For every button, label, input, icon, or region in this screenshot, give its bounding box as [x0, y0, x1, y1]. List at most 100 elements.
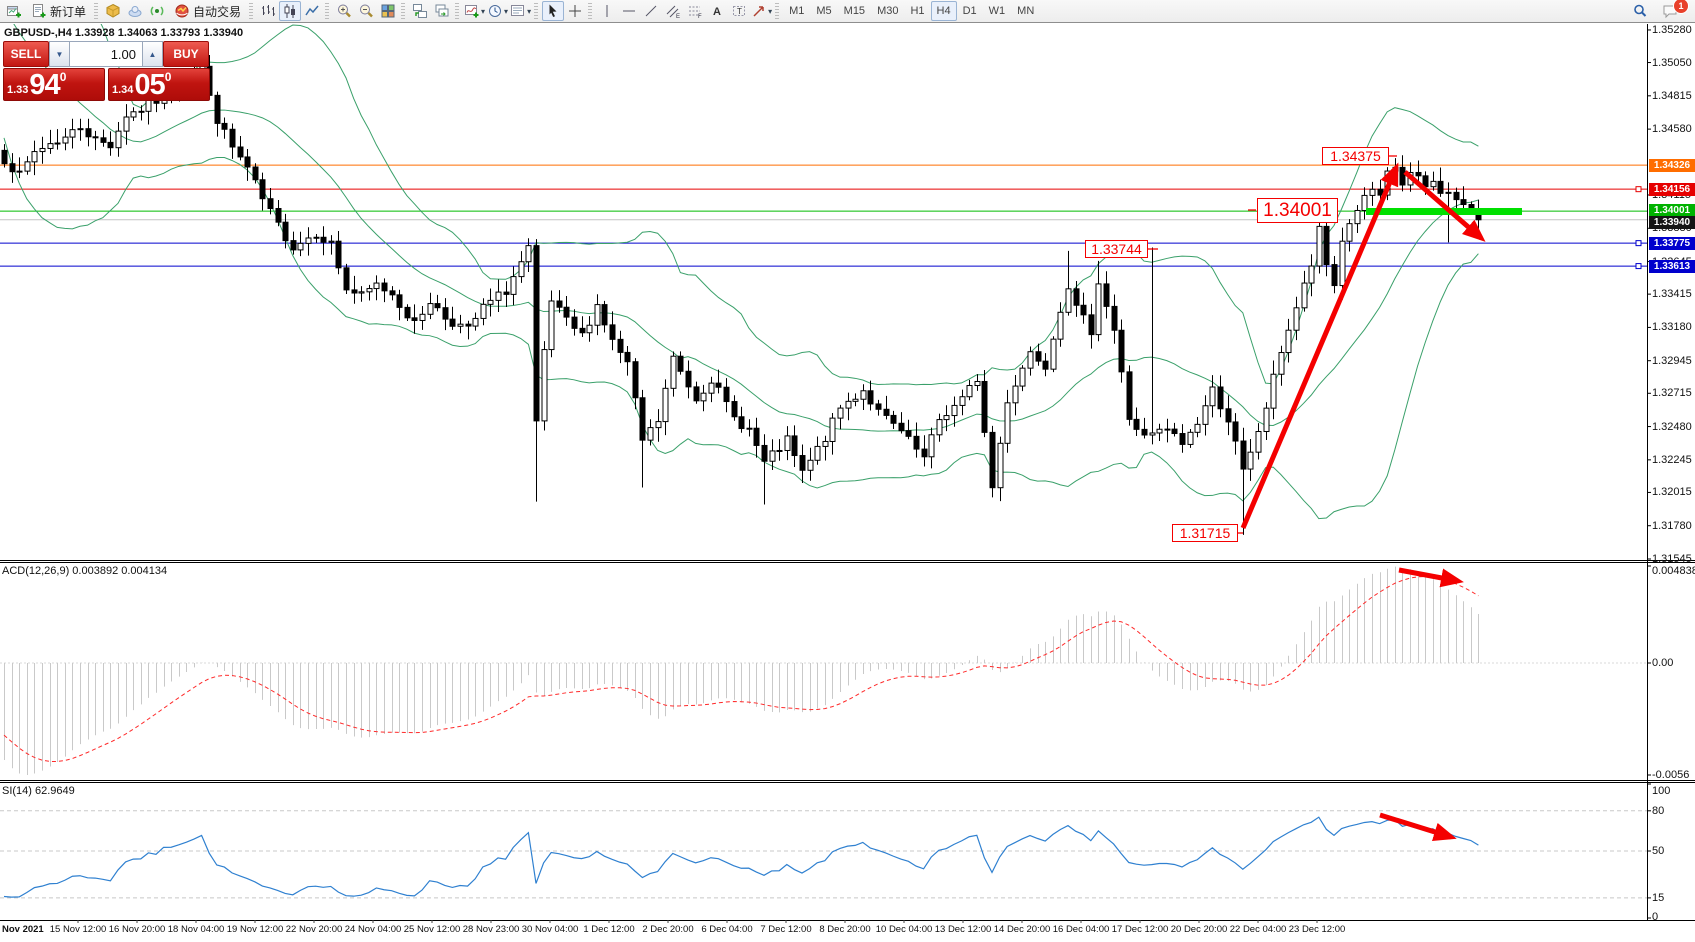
chart-area[interactable]: 1.35280 1.35050 1.34815 1.34580 1.34115 1.338… [0, 23, 1695, 942]
rsi-panel [0, 810, 1647, 899]
zoom-in-icon [338, 4, 351, 18]
toolbar-grip [249, 3, 254, 19]
tf-mn-button[interactable]: MN [1017, 5, 1035, 17]
crosshair-button[interactable] [564, 1, 586, 21]
search-button[interactable] [1629, 1, 1651, 21]
periods-button[interactable]: ▾ [486, 1, 509, 21]
bollinger-bands [3, 24, 1479, 520]
candlestick-series [1, 54, 1482, 535]
notifications-button[interactable]: 1 [1659, 0, 1689, 21]
macd-label: ACD(12,26,9) 0.003892 0.004134 [2, 565, 168, 577]
toolbar-grip [401, 3, 406, 19]
horizontal-line-button[interactable] [618, 1, 640, 21]
line-handle[interactable] [1635, 240, 1642, 247]
tf-h1-button[interactable]: H1 [910, 5, 925, 17]
community-button[interactable] [124, 1, 146, 21]
sell-price-tile[interactable]: 1.33 94 0 [3, 68, 105, 101]
chart-canvas[interactable] [0, 23, 1695, 942]
tf-w1-button[interactable]: W1 [988, 5, 1006, 17]
toolbar-grip [588, 3, 593, 19]
buy-price-pip: 0 [164, 70, 172, 84]
new-order-icon [33, 4, 46, 18]
chart-bars-button[interactable] [257, 1, 279, 21]
tf-d1-button[interactable]: D1 [962, 5, 977, 17]
new-chart-button[interactable] [3, 1, 25, 21]
search-icon [1634, 4, 1647, 17]
horizontal-line-icon [623, 10, 636, 12]
svg-text:E: E [676, 14, 680, 19]
add-indicator-button[interactable]: ▾ [463, 1, 486, 21]
volume-increase-button[interactable]: ▲ [142, 41, 163, 67]
chevron-down-icon: ▾ [481, 6, 486, 16]
market-icon [106, 3, 120, 18]
cursor-button[interactable] [542, 1, 565, 21]
sell-price-pip: 0 [59, 70, 67, 84]
zoom-in-button[interactable] [333, 1, 355, 21]
chart-line-icon [305, 5, 319, 16]
toolbar: 新订单 自动交易 ▾ ▾ ▾ E F A T ▾ M1 M5 M [0, 0, 1695, 23]
svg-text:T: T [737, 7, 742, 16]
vertical-line-button[interactable] [596, 1, 618, 21]
equidistant-channel-button[interactable]: E [662, 1, 684, 21]
text-icon: A [713, 6, 721, 18]
clock-icon [489, 5, 502, 17]
arrange-charts-icon [413, 4, 428, 18]
line-handle[interactable] [1635, 263, 1642, 270]
tf-m5-button[interactable]: M5 [816, 5, 832, 17]
trendline-button[interactable] [640, 1, 662, 21]
svg-text:F: F [698, 14, 702, 19]
shapes-button[interactable]: ▾ [750, 1, 773, 21]
buy-price-tile[interactable]: 1.34 05 0 [108, 68, 210, 101]
cascade-charts-button[interactable] [431, 1, 453, 21]
tile-windows-button[interactable] [377, 1, 399, 21]
arrange-charts-button[interactable] [409, 1, 431, 21]
triangle-down-icon: ▼ [55, 49, 64, 59]
toolbar-grip [325, 3, 330, 19]
tf-m1-button[interactable]: M1 [789, 5, 805, 17]
cascade-charts-icon [435, 4, 449, 17]
templates-button[interactable]: ▾ [509, 1, 532, 21]
buy-button[interactable]: BUY [163, 41, 209, 67]
rsi-label: SI(14) 62.9649 [2, 785, 75, 797]
text-button[interactable]: A [706, 1, 728, 21]
new-chart-icon [7, 6, 21, 18]
autotrading-icon [175, 4, 189, 18]
macd-panel [0, 566, 1647, 775]
equidistant-channel-icon: E [666, 5, 680, 19]
tile-windows-icon [381, 4, 395, 18]
fibonacci-button[interactable]: F [684, 1, 706, 21]
tf-m15-button[interactable]: M15 [843, 5, 866, 17]
autotrading-label: 自动交易 [193, 4, 242, 19]
chevron-down-icon: ▾ [527, 6, 532, 16]
volume-input[interactable]: 1.00 [70, 41, 142, 67]
market-button[interactable] [102, 1, 124, 21]
chevron-down-icon: ▾ [504, 6, 509, 16]
toolbar-grip [534, 3, 539, 19]
cursor-icon [549, 4, 557, 17]
tf-h4-button[interactable]: H4 [930, 1, 957, 21]
highlight-green-bar[interactable] [1366, 208, 1522, 215]
chart-bars-icon [262, 5, 276, 16]
toolbar-grip [455, 3, 460, 19]
one-click-trading-panel: SELL ▼ 1.00 ▲ BUY 1.33 94 0 1.34 05 0 [3, 41, 210, 101]
vertical-line-icon [606, 5, 608, 17]
buy-price-prefix: 1.34 [112, 84, 134, 96]
panel-frame [0, 24, 1695, 923]
crosshair-icon [569, 5, 582, 17]
sell-button[interactable]: SELL [3, 41, 49, 67]
zoom-out-button[interactable] [355, 1, 377, 21]
new-order-button[interactable]: 新订单 [25, 1, 92, 21]
text-label-button[interactable]: T [728, 1, 750, 21]
signals-button[interactable] [146, 1, 168, 21]
chart-header: GBPUSD-,H4 1.33928 1.34063 1.33793 1.339… [4, 27, 244, 39]
chart-line-button[interactable] [301, 1, 323, 21]
trend-arrows[interactable] [1148, 155, 1486, 842]
tf-m30-button[interactable]: M30 [877, 5, 899, 17]
chart-candles-button[interactable] [279, 1, 302, 21]
line-handle[interactable] [1635, 186, 1642, 193]
volume-decrease-button[interactable]: ▼ [49, 41, 70, 67]
svg-text:A: A [713, 6, 721, 18]
autotrading-button[interactable]: 自动交易 [168, 1, 247, 21]
sell-price-big: 94 [29, 69, 60, 101]
